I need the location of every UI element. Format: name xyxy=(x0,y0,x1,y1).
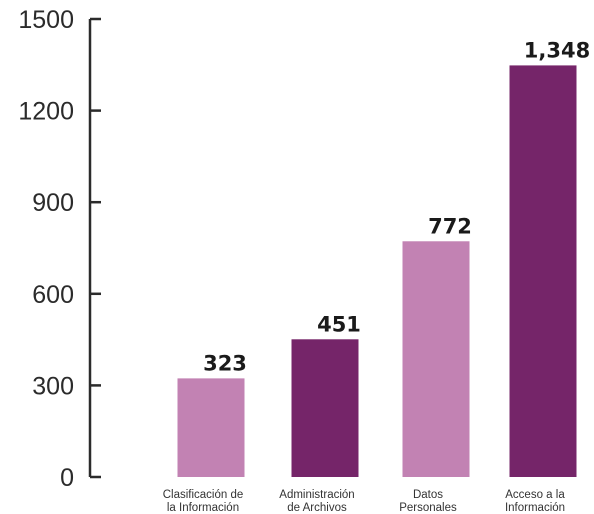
x-tick-label: Administración de Archivos xyxy=(279,489,354,514)
bar xyxy=(177,378,245,477)
x-tick-label: Datos Personales xyxy=(399,489,457,514)
x-tick-label: Acceso a la Información xyxy=(505,489,565,514)
y-tick-label: 300 xyxy=(32,372,74,400)
x-axis-labels: Clasificación de la Información Administra… xyxy=(163,489,566,514)
bar xyxy=(402,241,470,477)
bar xyxy=(291,339,359,477)
y-axis: 0 300 600 900 1200 1500 xyxy=(18,6,101,492)
data-label: 1,348 xyxy=(524,38,590,62)
x-tick-label-line: Clasificación de xyxy=(163,489,244,501)
x-tick-label-line: Personales xyxy=(399,502,457,514)
bar xyxy=(509,65,577,477)
data-label: 451 xyxy=(317,312,361,336)
x-tick-label-line: Información xyxy=(505,502,565,514)
bars: 323 451 772 1,348 xyxy=(177,38,590,477)
x-tick-label-line: Acceso a la xyxy=(505,489,565,501)
x-tick-label-line: de Archivos xyxy=(287,502,347,514)
x-tick-label-line: la Información xyxy=(167,502,239,514)
y-tick-label: 900 xyxy=(32,189,74,217)
data-label: 772 xyxy=(428,214,472,238)
x-tick-label-line: Administración xyxy=(279,489,354,501)
y-tick-label: 1500 xyxy=(18,6,74,34)
x-tick-label: Clasificación de la Información xyxy=(163,489,244,514)
y-tick-label: 1200 xyxy=(18,98,74,126)
y-tick-label: 600 xyxy=(32,281,74,309)
data-label: 323 xyxy=(203,351,247,375)
x-tick-label-line: Datos xyxy=(413,489,443,501)
y-tick-label: 0 xyxy=(60,464,74,492)
